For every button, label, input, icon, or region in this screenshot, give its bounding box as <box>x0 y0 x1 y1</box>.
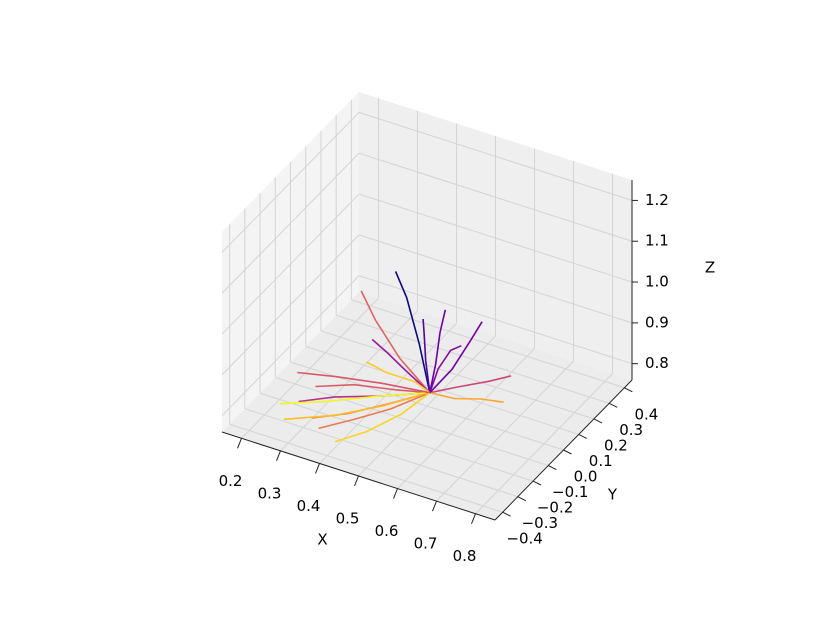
trajectory <box>429 309 447 393</box>
y-tick-label: −0.2 <box>537 499 573 517</box>
x-tick-label: 0.3 <box>258 484 282 502</box>
trajectory <box>394 271 431 393</box>
tick-mark <box>502 511 511 517</box>
trajectory <box>279 391 430 405</box>
tick-mark <box>593 418 603 424</box>
tick-mark <box>471 513 476 524</box>
x-tick-label: 0.7 <box>414 535 438 553</box>
x-axis-label: X <box>317 531 327 549</box>
trajectory <box>334 392 431 443</box>
tick-mark <box>276 450 281 462</box>
trajectory <box>422 318 431 393</box>
trajectory <box>318 391 431 430</box>
x-tick-label: 0.2 <box>219 472 243 490</box>
grid-line <box>221 193 360 335</box>
tick-mark <box>563 449 572 455</box>
z-tick-label: 0.8 <box>645 354 669 372</box>
y-tick-label: −0.3 <box>522 514 558 532</box>
trajectory <box>297 371 430 394</box>
tick-mark <box>624 387 633 393</box>
tick-mark <box>393 488 398 499</box>
tick-mark <box>432 500 437 512</box>
y-axis-label: Y <box>607 486 618 504</box>
tick-mark <box>237 438 242 449</box>
trajectory <box>429 321 483 394</box>
z-tick-label: 1.0 <box>645 273 669 291</box>
x-tick-label: 0.6 <box>375 522 399 540</box>
grid-line <box>229 423 503 513</box>
grid-line <box>259 392 534 482</box>
y-tick-label: 0.4 <box>634 405 658 423</box>
grid-line <box>221 152 360 294</box>
y-tick-label: −0.1 <box>552 483 588 501</box>
y-tick-label: 0.0 <box>574 468 598 486</box>
z-axis-label: Z <box>705 259 715 277</box>
tick-mark <box>578 433 587 439</box>
trajectory <box>429 391 504 403</box>
trajectory <box>429 375 512 394</box>
y-tick-label: 0.3 <box>619 421 643 439</box>
tick-mark <box>354 475 359 487</box>
x-tick-label: 0.5 <box>336 510 360 528</box>
y-tick-label: 0.2 <box>604 436 628 454</box>
grid-line <box>358 275 633 365</box>
grid-line <box>320 330 595 420</box>
trajectory <box>429 344 462 393</box>
tick-mark <box>532 480 542 486</box>
z-tick-label: 1.1 <box>645 232 669 250</box>
grid-line <box>358 193 633 283</box>
z-tick-label: 1.2 <box>645 191 669 209</box>
tick-mark <box>517 496 527 502</box>
x-tick-label: 0.4 <box>297 497 321 515</box>
tick-mark <box>548 465 557 471</box>
grid-line <box>275 377 549 467</box>
grid-line <box>351 299 625 389</box>
tick-mark <box>315 463 320 474</box>
x-tick-label: 0.8 <box>453 547 477 565</box>
trajectory <box>315 383 430 394</box>
grid-line <box>221 234 360 376</box>
tick-mark <box>608 402 618 408</box>
grid-line <box>358 152 633 242</box>
trajectory <box>360 290 431 394</box>
y-tick-label: −0.4 <box>506 530 542 548</box>
x-axis-line <box>221 431 496 521</box>
grid-line <box>358 234 633 324</box>
trajectory <box>283 391 431 421</box>
trajectory <box>371 338 431 394</box>
grid-line <box>358 111 633 201</box>
trajectory <box>365 361 431 394</box>
grid-line <box>244 408 518 498</box>
grid-line <box>221 275 360 417</box>
grid-line <box>221 112 360 253</box>
y-axis-line <box>494 379 633 521</box>
z-tick-label: 0.9 <box>645 313 669 331</box>
y-tick-label: 0.1 <box>589 452 613 470</box>
